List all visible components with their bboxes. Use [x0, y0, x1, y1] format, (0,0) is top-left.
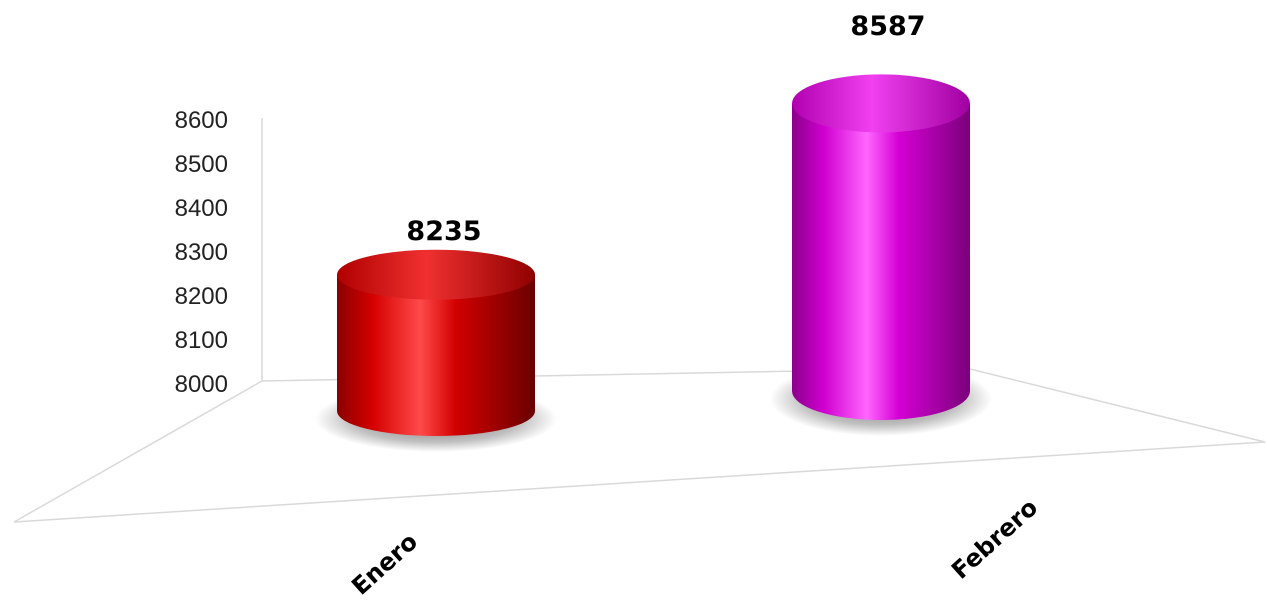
plot-floor	[13, 118, 1266, 523]
bar-body	[792, 103, 970, 421]
data-labels: 8235 8587	[406, 11, 925, 247]
x-category-label: Febrero	[946, 493, 1043, 584]
bar-top	[792, 74, 970, 133]
y-tick-label: 8600	[175, 107, 228, 134]
y-tick-label: 8500	[175, 151, 228, 178]
x-axis-categories: Enero Febrero	[346, 493, 1043, 600]
floor-right-edge	[965, 367, 1266, 443]
y-axis-ticks: 8000 8100 8200 8300 8400 8500 8600	[175, 107, 228, 398]
bar-body	[337, 274, 535, 436]
bar-febrero	[770, 74, 992, 436]
x-category-label: Enero	[346, 528, 423, 601]
floor-left-edge	[13, 380, 263, 523]
bar-top	[337, 249, 535, 300]
y-tick-label: 8000	[175, 371, 228, 398]
bar-enero	[315, 249, 557, 452]
data-label: 8235	[406, 216, 481, 247]
bars	[315, 74, 992, 452]
y-tick-label: 8200	[175, 283, 228, 310]
floor-front-edge	[13, 441, 1266, 523]
data-label: 8587	[850, 11, 925, 42]
y-tick-label: 8100	[175, 327, 228, 354]
y-tick-label: 8300	[175, 239, 228, 266]
y-tick-label: 8400	[175, 195, 228, 222]
